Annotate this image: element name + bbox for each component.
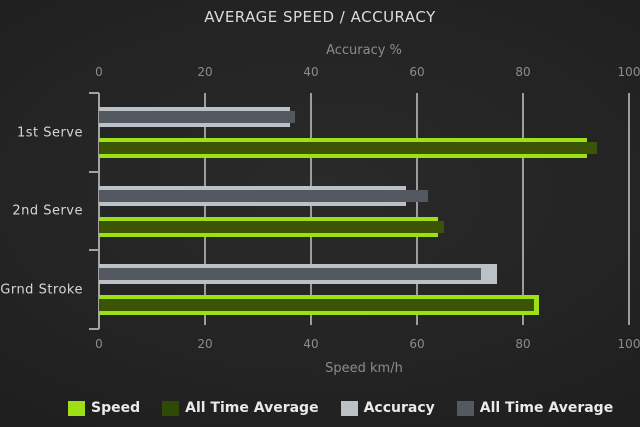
bottom-axis-tick: 40 [303,337,319,351]
legend-item: All Time Average [456,400,614,416]
legend-item: Speed [68,400,140,416]
legend-item: Accuracy [340,400,435,416]
bottom-axis-tick: 20 [197,337,213,351]
legend-label: Accuracy [363,400,435,416]
category-label: 2nd Serve [12,203,83,219]
top-axis-tick: 80 [515,65,531,79]
top-axis-tick: 0 [95,65,103,79]
bottom-axis-tick: 100 [617,337,640,351]
category-boundary-tick [89,171,99,173]
top-axis-tick: 100 [617,65,640,79]
legend-swatch [68,400,85,416]
gridline [522,93,524,325]
chart-title: AVERAGE SPEED / ACCURACY [204,8,436,26]
legend-label: All Time Average [185,400,319,416]
legend-label: Speed [91,400,141,416]
category-label: 1st Serve [16,125,83,140]
legend-swatch [162,400,180,416]
bar-all-time-average [99,111,296,123]
top-axis-tick: 40 [303,65,319,79]
gridline [310,93,312,325]
category-boundary-tick [89,328,99,330]
bar-all-time-average [99,220,444,233]
y-axis-line [98,93,100,329]
gridline [416,93,418,325]
bar-all-time-average [99,142,598,154]
bar-all-time-average [99,189,428,202]
top-axis-tick: 20 [197,65,213,79]
legend-label: All Time Average [479,400,614,416]
bar-all-time-average [99,268,481,281]
plot-area [89,92,630,330]
gridline [628,93,630,325]
bottom-axis-tick: 0 [95,337,103,351]
category-label: Grnd Stroke [0,282,83,298]
top-axis-title: Accuracy % [326,43,402,58]
top-axis-tick: 60 [409,65,425,79]
bottom-axis-title: Speed km/h [325,361,403,376]
legend-item: All Time Average [162,400,319,416]
chart-legend: Speed All Time Average Accuracy All Time Av… [68,400,613,416]
legend-swatch [456,400,474,416]
gridline [204,93,206,325]
category-boundary-tick [89,92,99,94]
bottom-axis-tick: 60 [409,337,425,351]
bottom-axis-tick: 80 [515,337,531,351]
category-boundary-tick [89,249,99,251]
bar-all-time-average [99,299,534,312]
legend-swatch [340,400,358,416]
